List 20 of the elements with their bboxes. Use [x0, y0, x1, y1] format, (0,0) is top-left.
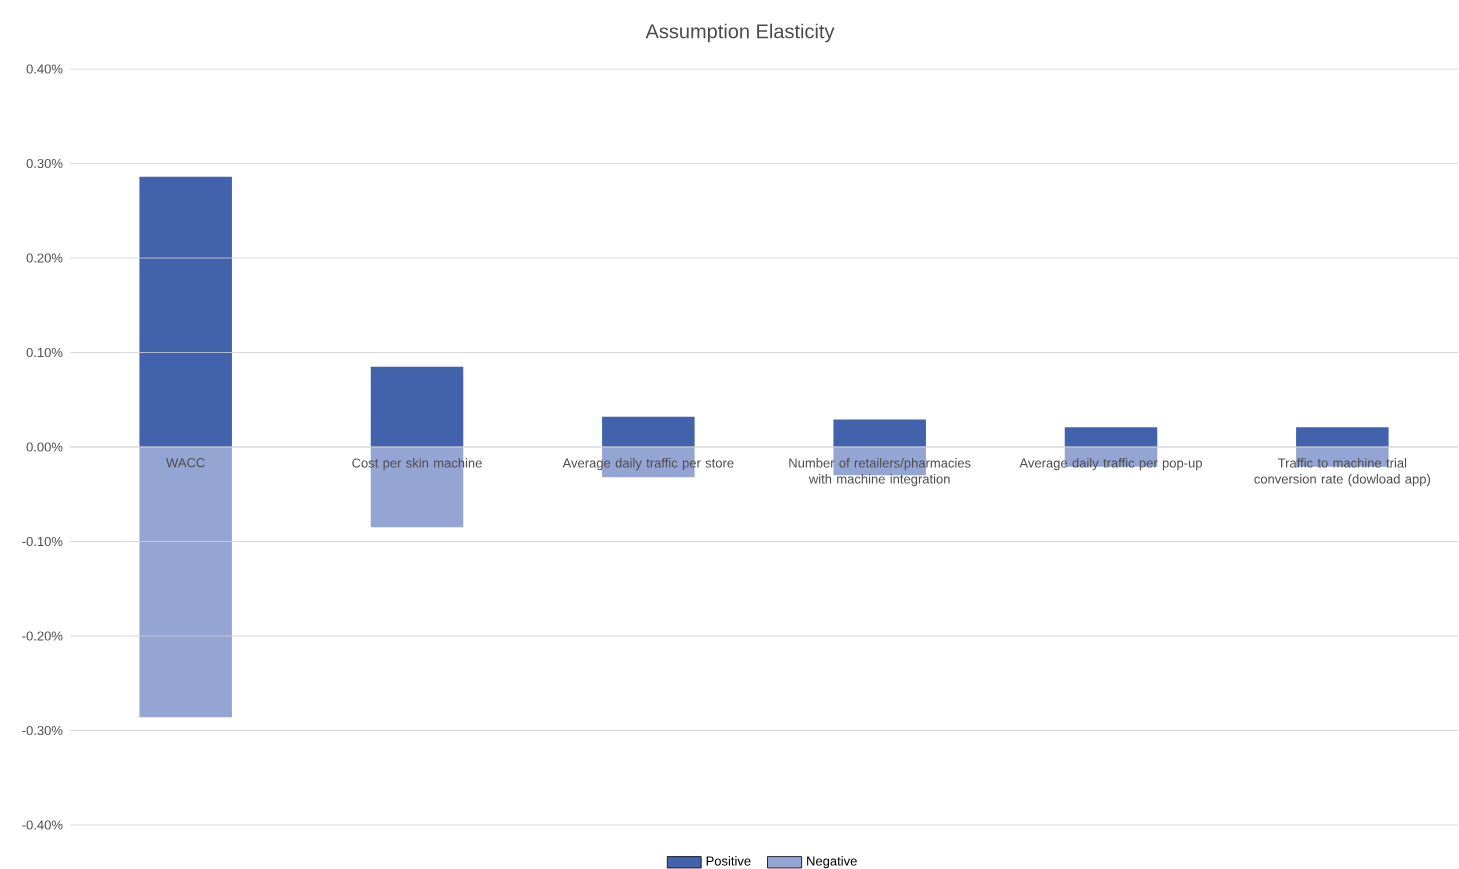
y-tick-label: 0.40%	[26, 64, 63, 74]
x-tick-label: WACC	[166, 458, 205, 468]
y-tick-label: -0.30%	[22, 725, 63, 736]
y-tick-label: 0.10%	[26, 347, 63, 358]
bar	[1064, 427, 1158, 448]
y-tick-label: 0.20%	[26, 253, 63, 263]
y-tick-label: 0.00%	[26, 442, 63, 452]
bar	[370, 366, 464, 448]
chart-title: Assumption Elasticity	[645, 23, 835, 43]
bar	[139, 176, 232, 448]
legend-label: Positive	[706, 856, 751, 866]
bar	[139, 447, 232, 718]
legend-label: Negative	[807, 856, 857, 869]
bar	[602, 416, 695, 448]
y-tick-label: 0.30%	[26, 158, 63, 169]
bar	[833, 419, 926, 448]
bar	[1296, 427, 1389, 448]
y-tick-label: -0.40%	[22, 820, 63, 830]
y-tick-label: -0.20%	[22, 631, 63, 641]
y-tick-label: -0.10%	[22, 536, 63, 547]
